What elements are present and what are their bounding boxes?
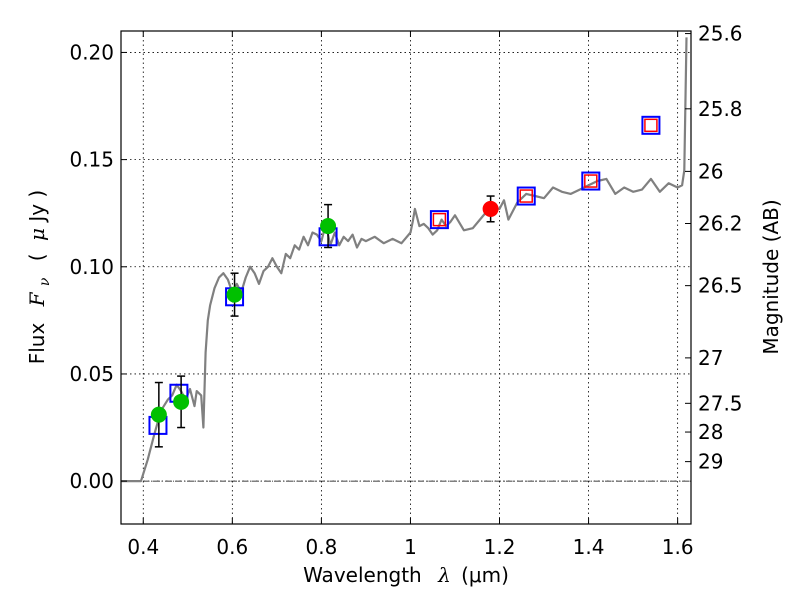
tick-marks <box>121 31 691 524</box>
blue-square-marker <box>581 171 601 191</box>
tick-labels: 0.4 0.6 0.8 1 1.2 1.4 1.6 0.00 0.05 0.10 0.15 0.20 2… <box>69 22 742 559</box>
plot-frame <box>120 30 692 525</box>
x-tick-label: 1.6 <box>662 535 694 559</box>
y-tick-label: 0.10 <box>69 255 114 279</box>
green-point <box>150 406 167 423</box>
spectrum-line <box>121 37 688 483</box>
y2-axis-label: Magnitude (AB) <box>759 199 783 354</box>
y-axis-unit-rest: Jy ) <box>25 190 49 224</box>
x-tick-label: 0.6 <box>216 535 248 559</box>
y-tick-label: 0.05 <box>69 362 114 386</box>
x-tick-label: 0.4 <box>127 535 159 559</box>
y-axis-label-text: Flux <box>25 323 49 365</box>
x-tick-label: 1.4 <box>573 535 605 559</box>
blue-square-marker <box>429 210 449 230</box>
y2-tick-label: 27 <box>698 346 723 370</box>
y-axis-unit-open: ( <box>25 253 49 261</box>
green-point <box>320 218 337 235</box>
plot-area <box>121 31 691 524</box>
y2-tick-label: 25.8 <box>698 97 743 121</box>
y-tick-label: 0.15 <box>69 148 114 172</box>
x-tick-label: 1 <box>404 535 417 559</box>
y-axis-subscript: ν <box>37 277 53 286</box>
x-axis-unit: (μm) <box>461 563 509 587</box>
blue-square-marker <box>641 115 661 135</box>
y2-tick-label: 29 <box>698 450 723 474</box>
y2-tick-label: 27.5 <box>698 391 743 415</box>
green-point <box>173 393 190 410</box>
y2-tick-label: 26.2 <box>698 211 743 235</box>
y2-tick-label: 26.5 <box>698 274 743 298</box>
y-axis-label: Flux F ν ( μ Jy ) <box>25 190 54 365</box>
x-tick-label: 1.2 <box>484 535 516 559</box>
red-square-marker <box>432 212 447 227</box>
red-square-marker <box>584 174 598 188</box>
grid-lines <box>121 31 691 524</box>
red-square-marker <box>519 189 533 203</box>
x-axis-label: Wavelength λ (μm) <box>303 563 509 587</box>
x-axis-symbol: λ <box>437 563 451 587</box>
y2-tick-label: 28 <box>698 420 723 444</box>
y2-tick-label: 25.6 <box>698 22 743 46</box>
spectrum-layer <box>121 37 688 483</box>
y-tick-label: 0.00 <box>69 469 114 493</box>
marker-layer <box>148 115 661 448</box>
x-tick-label: 0.8 <box>305 535 337 559</box>
y-tick-label: 0.20 <box>69 40 114 64</box>
red-point <box>482 200 499 217</box>
y-axis-unit-mu: μ <box>25 228 49 241</box>
red-square-marker <box>644 118 658 133</box>
y2-tick-label: 26 <box>698 159 723 183</box>
x-axis-label-text: Wavelength <box>303 563 422 587</box>
blue-square-marker <box>516 186 536 206</box>
y-axis-symbol: F <box>25 291 49 307</box>
green-point <box>226 286 243 303</box>
